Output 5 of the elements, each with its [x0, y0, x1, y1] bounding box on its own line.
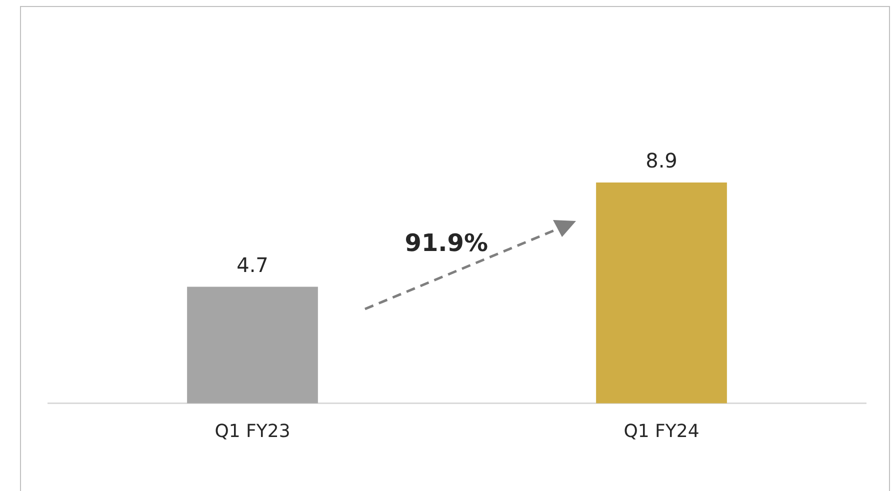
data-label: 8.9	[646, 148, 678, 173]
annotation: 91.9%	[404, 229, 488, 258]
data-label: 4.7	[236, 252, 268, 277]
x-tick-label: Q1 FY24	[624, 420, 700, 442]
x-tick-label: Q1 FY23	[214, 420, 290, 442]
